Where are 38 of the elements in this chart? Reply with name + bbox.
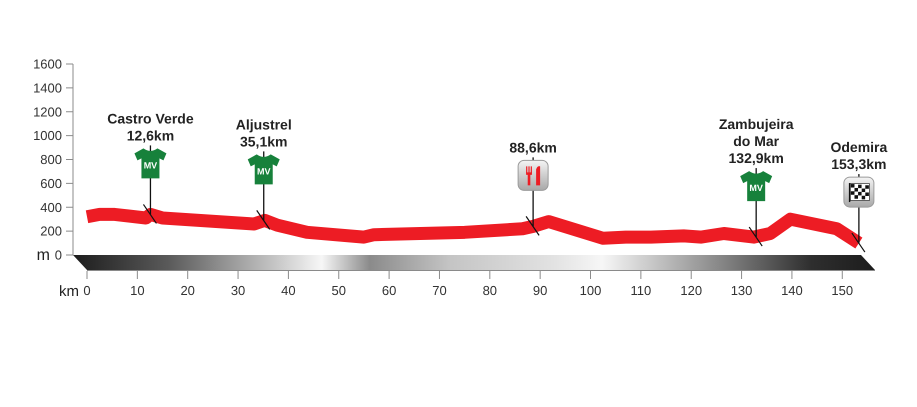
- x-tick-label: 120: [680, 283, 702, 298]
- x-tick-label: 40: [281, 283, 296, 298]
- y-tick-label: 800: [40, 152, 62, 167]
- x-tick-label: 150: [831, 283, 854, 298]
- jersey-icon: MV: [740, 171, 772, 202]
- x-tick-label: 20: [180, 283, 195, 298]
- y-tick-label: 1000: [33, 128, 62, 144]
- y-tick-label: 200: [40, 224, 62, 239]
- y-tick-label: 1600: [33, 56, 62, 72]
- y-tick-label: 1200: [33, 104, 62, 120]
- x-tick-label: 0: [83, 283, 91, 298]
- y-tick-label: 1400: [33, 80, 62, 96]
- x-tick-label: 110: [630, 283, 652, 298]
- y-axis-title: m: [36, 247, 50, 264]
- x-tick-label: 10: [130, 283, 145, 298]
- annotation: Odemira 153,3km: [830, 139, 888, 172]
- x-tick-label: 70: [432, 283, 447, 298]
- x-tick-label: 80: [482, 283, 498, 298]
- annotation: 88,6km: [509, 139, 557, 156]
- jersey-icon: MV: [248, 154, 280, 184]
- annotation: MV: [256, 166, 270, 176]
- x-tick-label: 50: [332, 283, 346, 298]
- x-tick-label: 90: [532, 283, 548, 298]
- x-tick-label: 60: [382, 283, 396, 298]
- annotation: Zambujeira do Mar 132,9km: [718, 116, 794, 166]
- annotation: MV: [144, 160, 158, 170]
- x-tick-label: 100: [580, 283, 602, 298]
- y-tick-label: 0: [54, 248, 62, 262]
- annotation: MV: [749, 183, 763, 194]
- x-tick-label: 130: [730, 283, 752, 298]
- annotation: Aljustrel 35,1km: [236, 116, 292, 150]
- y-tick-label: 400: [40, 200, 62, 215]
- x-axis-title: km: [59, 283, 79, 300]
- x-tick-label: 30: [230, 283, 246, 298]
- annotation: Castro Verde 12,6km: [107, 110, 194, 144]
- jersey-icon: MV: [134, 148, 166, 178]
- y-tick-label: 600: [40, 176, 62, 191]
- x-tick-label: 140: [781, 283, 803, 298]
